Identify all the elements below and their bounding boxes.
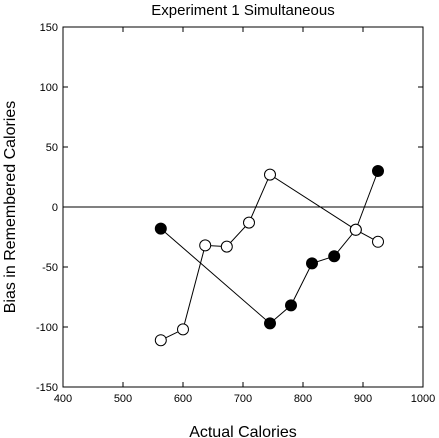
y-axis-label: Bias in Remembered Calories: [2, 101, 19, 314]
y-tick-label: -150: [36, 382, 58, 394]
x-tick-label: 900: [354, 393, 372, 405]
series-lines: [160, 170, 379, 341]
filled-point: [285, 299, 297, 312]
filled-point: [306, 257, 318, 270]
series-line-2: [160, 173, 379, 341]
open-point: [264, 168, 276, 181]
open-point: [199, 239, 212, 252]
series-line-1: [160, 170, 379, 325]
x-tick-label: 400: [54, 393, 72, 405]
open-point: [177, 323, 189, 336]
x-tick-label: 700: [234, 393, 252, 405]
filled-point: [328, 250, 341, 263]
open-point: [349, 223, 362, 236]
x-tick-label: 800: [294, 393, 312, 405]
y-tick-label: 100: [40, 82, 58, 94]
chart-title: Experiment 1 Simultaneous: [151, 2, 334, 19]
data-markers: [154, 165, 384, 347]
y-tick-label: 50: [46, 142, 58, 154]
filled-point: [264, 317, 276, 330]
x-tick-label: 500: [114, 393, 132, 405]
axis-ticks: 400 500 600 700 800 900 1000150100500-50-100-1…: [36, 22, 435, 405]
y-tick-label: -50: [42, 262, 58, 274]
open-point: [243, 216, 255, 229]
open-point: [154, 334, 167, 347]
x-tick-label: 1000: [411, 393, 435, 405]
x-axis-label: Actual Calories: [189, 424, 297, 438]
y-tick-label: 0: [52, 202, 58, 214]
open-point: [220, 240, 233, 253]
y-tick-label: 150: [40, 22, 58, 34]
open-point: [372, 235, 384, 248]
y-tick-label: -100: [36, 322, 58, 334]
filled-point: [154, 222, 167, 235]
x-tick-label: 600: [174, 393, 192, 405]
filled-point: [372, 165, 384, 177]
